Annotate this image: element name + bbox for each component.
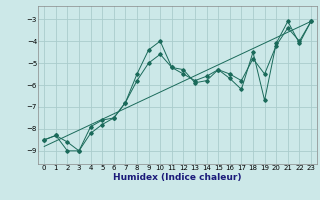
X-axis label: Humidex (Indice chaleur): Humidex (Indice chaleur)	[113, 173, 242, 182]
